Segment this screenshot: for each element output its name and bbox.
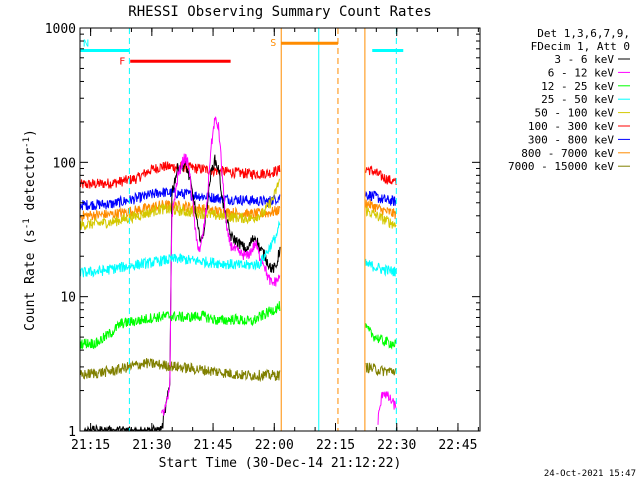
footer-timestamp: 24-Oct-2021 15:47 xyxy=(544,469,636,479)
state-bar-label-n: N xyxy=(83,38,89,49)
series-line-12-25-kev-2 xyxy=(365,323,397,350)
y-tick-label: 1000 xyxy=(45,22,76,37)
legend-entry-800-7000-kev: 800 - 7000 keV xyxy=(521,147,614,160)
series-line-25-50-kev-2 xyxy=(365,258,397,277)
series-line-6-12-kev-1 xyxy=(161,116,281,416)
data-layer xyxy=(79,116,397,432)
series-line-50-100-kev-1 xyxy=(79,178,281,231)
x-tick-label: 22:30 xyxy=(377,438,416,453)
legend-entry-3-6-kev: 3 - 6 keV xyxy=(554,53,614,66)
x-tick-label: 21:45 xyxy=(193,438,232,453)
legend-header-line: FDecim 1, Att 0 xyxy=(531,40,630,53)
y-tick-label: 1 xyxy=(68,425,76,440)
legend-entry-25-50-kev: 25 - 50 keV xyxy=(541,93,614,106)
x-tick-label: 22:15 xyxy=(316,438,355,453)
series-line-6-12-kev-2 xyxy=(377,391,397,425)
x-tick-label: 21:30 xyxy=(132,438,171,453)
legend-entry-50-100-kev: 50 - 100 keV xyxy=(535,107,615,120)
series-line-50-100-kev-2 xyxy=(365,205,397,229)
series-line-7000-15000-kev-1 xyxy=(79,358,281,383)
y-tick-label: 10 xyxy=(60,291,76,306)
chart-title: RHESSI Observing Summary Count Rates xyxy=(128,4,431,20)
series-line-12-25-kev-1 xyxy=(79,301,281,350)
x-tick-label: 21:15 xyxy=(71,438,110,453)
y-tick-label: 100 xyxy=(53,156,76,171)
legend-entry-6-12-kev: 6 - 12 keV xyxy=(548,66,615,79)
legend-entry-300-800-kev: 300 - 800 keV xyxy=(528,133,614,146)
x-tick-label: 22:00 xyxy=(255,438,294,453)
legend-entry-12-25-kev: 12 - 25 keV xyxy=(541,80,614,93)
legend-entry-7000-15000-kev: 7000 - 15000 keV xyxy=(508,160,614,173)
state-bar-label-f: F xyxy=(119,56,125,67)
x-axis-label: Start Time (30-Dec-14 21:12:22) xyxy=(159,456,402,471)
series-line-7000-15000-kev-2 xyxy=(365,362,397,377)
x-tick-label: 22:45 xyxy=(438,438,477,453)
series-line-800-7000-kev-2 xyxy=(365,199,397,220)
axis-layer: 21:15 21:30 21:45 22:00 22:15 22:30 22:45 1 10 10… xyxy=(45,22,480,453)
legend: Det 1,3,6,7,9,FDecim 1, Att 03 - 6 keV6 … xyxy=(508,27,630,173)
state-bar-label-s: S xyxy=(270,38,276,49)
series-line-300-800-kev-2 xyxy=(365,190,397,206)
series-line-300-800-kev-1 xyxy=(79,186,281,211)
legend-header-line: Det 1,3,6,7,9, xyxy=(537,27,630,40)
y-axis-label: Count Rate (s-1 detector-1) xyxy=(22,129,38,331)
series-line-800-7000-kev-1 xyxy=(79,199,281,223)
series-line-25-50-kev-1 xyxy=(79,220,281,278)
plot-frame xyxy=(79,27,481,432)
series-line-100-300-kev-2 xyxy=(365,165,397,186)
legend-entry-100-300-kev: 100 - 300 keV xyxy=(528,120,614,133)
